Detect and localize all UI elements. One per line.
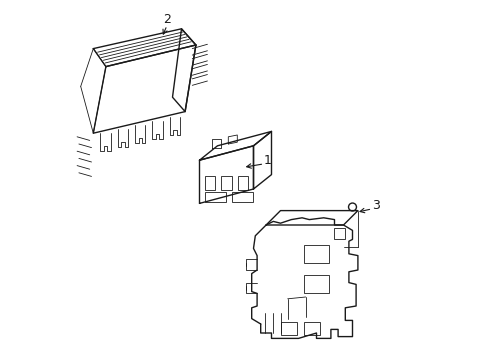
Bar: [221, 176, 231, 190]
Bar: [231, 192, 253, 202]
Bar: [303, 245, 328, 263]
Bar: [238, 176, 247, 190]
Bar: [333, 228, 345, 239]
Bar: [303, 275, 328, 293]
Text: 1: 1: [264, 154, 271, 167]
Bar: [204, 176, 215, 190]
Text: 3: 3: [371, 199, 379, 212]
Bar: [303, 322, 320, 335]
Bar: [280, 322, 296, 335]
Text: 2: 2: [163, 13, 171, 26]
Bar: [204, 192, 226, 202]
